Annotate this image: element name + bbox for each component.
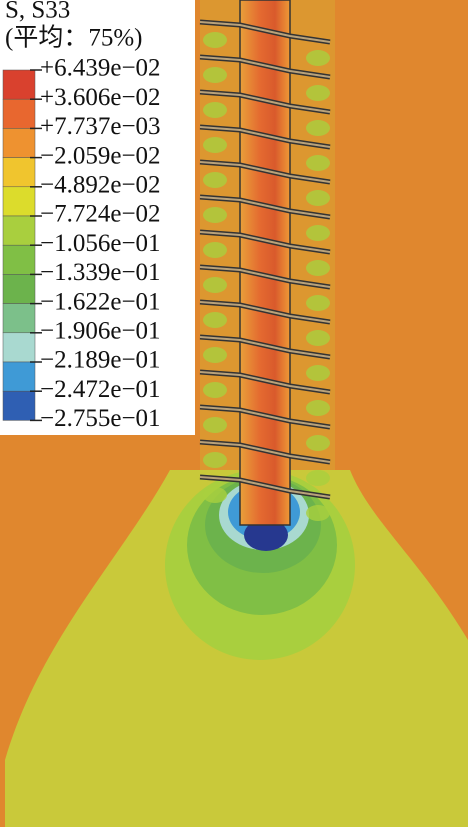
legend-label: −2.059e−02	[40, 142, 161, 169]
legend-label: +6.439e−02	[40, 55, 161, 82]
helical-plate-face	[199, 91, 331, 113]
legend-label: −2.472e−01	[40, 376, 161, 403]
legend-swatch	[2, 390, 36, 421]
legend: +6.439e−02+3.606e−02+7.737e−03−2.059e−02…	[2, 55, 161, 432]
helical-plate-face	[199, 406, 331, 428]
legend-swatch	[2, 361, 36, 392]
plate-stress-right	[306, 435, 330, 451]
plate-stress-left	[203, 172, 227, 188]
plate-stress-right	[306, 330, 330, 346]
plate-stress-right	[306, 505, 330, 521]
plate-stress-right	[306, 400, 330, 416]
plate-stress-left	[203, 102, 227, 118]
plate-stress-left	[203, 452, 227, 468]
plate-stress-left	[203, 487, 227, 503]
plate-stress-left	[203, 312, 227, 328]
legend-swatch	[2, 98, 36, 129]
legend-subtitle: (平均：75%)	[5, 24, 142, 52]
plate-stress-left	[203, 207, 227, 223]
plate-stress-right	[306, 155, 330, 171]
plate-stress-right	[306, 85, 330, 101]
plate-stress-left	[203, 67, 227, 83]
legend-label: −2.189e−01	[40, 347, 161, 374]
helical-plate-face	[199, 196, 331, 218]
legend-label: −4.892e−02	[40, 172, 161, 199]
legend-swatch	[2, 332, 36, 363]
plate-stress-left	[203, 382, 227, 398]
helical-plate-face	[199, 371, 331, 393]
legend-swatch	[2, 157, 36, 188]
legend-swatch	[2, 186, 36, 217]
helical-plate-face	[199, 231, 331, 253]
plate-stress-right	[306, 260, 330, 276]
plate-stress-right	[306, 295, 330, 311]
stress-zone-6	[244, 519, 288, 551]
plate-stress-left	[203, 277, 227, 293]
plate-stress-right	[306, 470, 330, 486]
plate-stress-right	[306, 50, 330, 66]
legend-swatch	[2, 215, 36, 246]
helical-plate-face	[199, 476, 331, 498]
helical-plate-face	[199, 441, 331, 463]
plate-stress-right	[306, 365, 330, 381]
legend-swatch	[2, 128, 36, 158]
helical-plate-face	[199, 56, 331, 78]
plate-stress-left	[203, 242, 227, 258]
legend-label: +7.737e−03	[40, 113, 161, 140]
legend-swatch	[2, 244, 36, 275]
helical-plate-face	[199, 126, 331, 148]
legend-label: −2.755e−01	[40, 405, 161, 432]
legend-swatch	[2, 274, 36, 304]
legend-swatch	[2, 69, 36, 100]
plate-stress-left	[203, 347, 227, 363]
legend-label: −1.622e−01	[40, 288, 161, 315]
helical-plate-face	[199, 336, 331, 358]
plate-stress-left	[203, 137, 227, 153]
legend-label: −1.339e−01	[40, 259, 161, 286]
legend-title: S, S33	[5, 0, 70, 24]
legend-label: −1.906e−01	[40, 318, 161, 345]
plate-stress-left	[203, 417, 227, 433]
plate-stress-right	[306, 225, 330, 241]
helical-plate-face	[199, 21, 331, 43]
plate-stress-left	[203, 32, 227, 48]
legend-label: −1.056e−01	[40, 230, 161, 257]
helical-plate-face	[199, 301, 331, 323]
pile-shaft	[239, 0, 291, 526]
helical-plate-face	[199, 161, 331, 183]
legend-label: +3.606e−02	[40, 84, 161, 111]
legend-swatch	[2, 303, 36, 334]
plate-stress-right	[306, 190, 330, 206]
legend-label: −7.724e−02	[40, 201, 161, 228]
helical-plates	[199, 19, 331, 521]
plate-stress-right	[306, 120, 330, 136]
helical-plate-face	[199, 266, 331, 288]
